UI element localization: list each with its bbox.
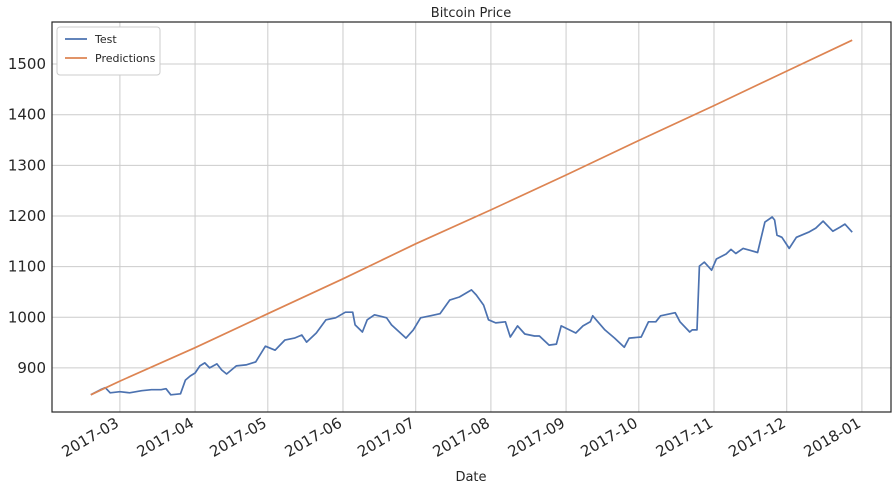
y-tick-label: 1100 [8, 258, 46, 276]
x-tick-label: 2017-08 [430, 414, 493, 461]
x-tick-label: 2017-12 [725, 414, 788, 461]
x-tick-label: 2017-07 [354, 414, 417, 461]
plot-frame [51, 21, 892, 413]
x-tick-label: 2017-10 [578, 414, 641, 461]
y-tick-label: 1000 [8, 308, 46, 326]
y-tick-label: 1300 [8, 156, 46, 174]
y-tick-label: 900 [17, 359, 46, 377]
y-tick-label: 1500 [8, 55, 46, 73]
y-tick-label: 1400 [8, 106, 46, 124]
x-tick-label: 2017-04 [134, 414, 197, 461]
line-series [90, 216, 853, 396]
x-axis-label: Date [455, 470, 486, 485]
chart-title: Bitcoin Price [431, 6, 511, 21]
x-tick-label: 2017-05 [207, 414, 270, 461]
x-tick-label: 2018-01 [801, 414, 864, 461]
x-tick-label: 2017-09 [505, 414, 568, 461]
y-tick-label: 1200 [8, 207, 46, 225]
legend: Test Predictions [56, 26, 161, 76]
line-series [90, 39, 853, 396]
legend-label: Test [94, 33, 117, 46]
legend-label: Predictions [95, 52, 156, 65]
x-tick-label: 2017-06 [282, 414, 345, 461]
x-tick-label: 2017-11 [653, 414, 716, 461]
x-tick-label: 2017-03 [59, 414, 122, 461]
